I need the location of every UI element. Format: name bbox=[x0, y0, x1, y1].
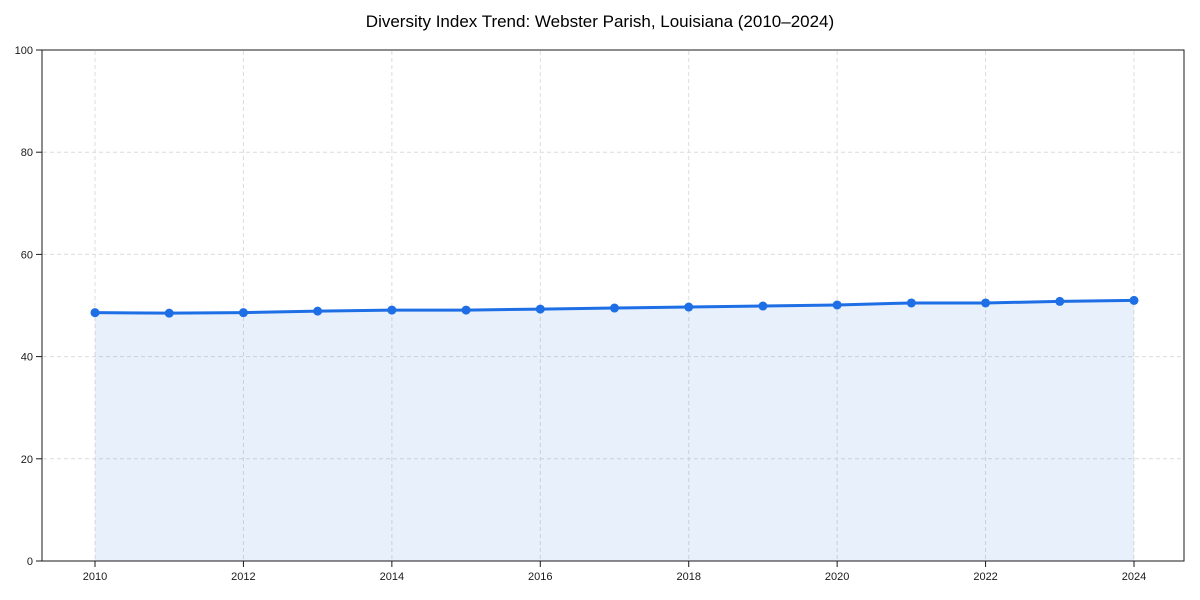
chart-title: Diversity Index Trend: Webster Parish, L… bbox=[365, 12, 835, 31]
data-point bbox=[387, 305, 397, 315]
x-tick-label: 2024 bbox=[1122, 571, 1146, 583]
x-tick-label: 2012 bbox=[231, 571, 255, 583]
x-tick-label: 2010 bbox=[83, 571, 107, 583]
data-point bbox=[1055, 296, 1065, 306]
y-tick-label: 80 bbox=[21, 147, 33, 159]
x-tick-label: 2014 bbox=[380, 571, 404, 583]
data-point bbox=[684, 302, 694, 312]
y-tick-label: 20 bbox=[21, 454, 33, 466]
data-point bbox=[906, 298, 916, 308]
x-tick-label: 2022 bbox=[973, 571, 997, 583]
y-tick-label: 0 bbox=[27, 556, 33, 568]
data-point bbox=[610, 303, 619, 313]
data-point bbox=[535, 304, 545, 314]
data-point bbox=[164, 308, 174, 318]
data-point bbox=[313, 306, 323, 316]
plot-border bbox=[41, 49, 1185, 562]
data-point bbox=[238, 308, 248, 318]
data-point bbox=[1129, 295, 1139, 305]
data-point bbox=[981, 298, 991, 308]
x-tick-label: 2018 bbox=[676, 571, 700, 583]
data-point bbox=[461, 305, 471, 315]
x-tick-label: 2016 bbox=[528, 571, 552, 583]
y-tick-label: 40 bbox=[21, 352, 33, 364]
data-point bbox=[90, 308, 100, 318]
area-fill bbox=[95, 300, 1134, 561]
data-point bbox=[758, 301, 768, 311]
y-tick-label: 60 bbox=[21, 249, 33, 261]
y-tick-label: 100 bbox=[15, 45, 33, 57]
data-point bbox=[832, 300, 842, 310]
x-tick-label: 2020 bbox=[825, 571, 849, 583]
